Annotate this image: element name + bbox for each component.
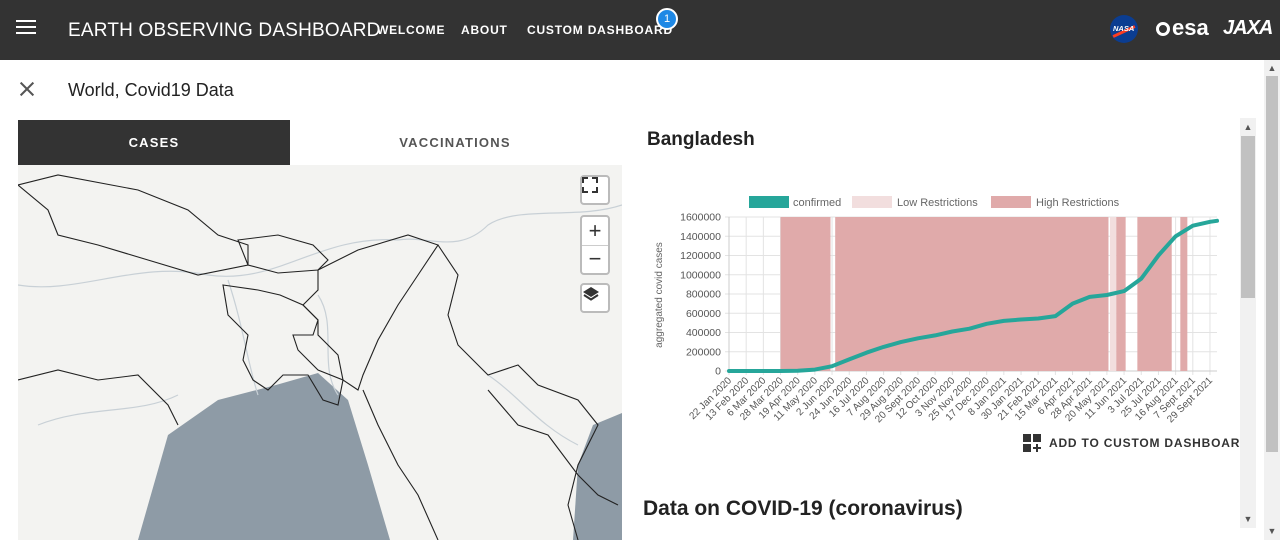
- nasa-logo[interactable]: NASA: [1110, 15, 1138, 43]
- jaxa-logo[interactable]: JAXA: [1223, 17, 1273, 39]
- fullscreen-icon: [582, 177, 598, 193]
- bay-of-bengal: [138, 373, 390, 540]
- northeast-india-border: [302, 234, 439, 391]
- panel-scroll-down-icon[interactable]: ▼: [1243, 514, 1253, 524]
- y-tick-labels: 0 200000 400000 600000 800000 1000000 1200000 1…: [680, 212, 721, 378]
- custom-dashboard-count-badge: 1: [656, 8, 678, 30]
- close-icon[interactable]: [18, 80, 36, 98]
- layers-button[interactable]: [580, 283, 610, 313]
- chart-legend: confirmed Low Restrictions High Restrict…: [749, 196, 1120, 209]
- y-tick-label: 400000: [686, 327, 721, 339]
- tab-cases[interactable]: CASES: [18, 120, 290, 165]
- high-restriction-band: [1137, 217, 1172, 371]
- country-title: Bangladesh: [647, 129, 755, 150]
- high-restriction-band: [780, 217, 831, 371]
- map-canvas: [18, 174, 622, 540]
- y-tick-label: 0: [715, 366, 721, 378]
- layers-icon: [583, 287, 599, 301]
- legend-label-low-restrictions: Low Restrictions: [897, 197, 978, 209]
- zoom-control: + −: [580, 215, 610, 275]
- add-to-custom-dashboard-button[interactable]: ADD TO CUSTOM DASHBOARD: [1023, 434, 1250, 452]
- myanmar-west-border: [362, 389, 439, 540]
- app-bar: EARTH OBSERVING DASHBOARD WELCOME ABOUT …: [0, 0, 1280, 60]
- section-title: Data on COVID-19 (coronavirus): [643, 497, 963, 520]
- india-east-coast: [18, 369, 179, 426]
- y-tick-label: 200000: [686, 346, 721, 358]
- y-axis-label: aggregated covid cases: [654, 242, 665, 348]
- legend-label-high-restrictions: High Restrictions: [1036, 197, 1120, 209]
- nav-custom-dashboard[interactable]: CUSTOM DASHBOARD: [527, 23, 673, 37]
- page-scroll-down-icon[interactable]: ▼: [1267, 526, 1277, 536]
- app-title: EARTH OBSERVING DASHBOARD: [68, 20, 381, 41]
- tab-vaccinations[interactable]: VACCINATIONS: [290, 120, 620, 165]
- legend-swatch-low-restrictions: [852, 196, 892, 208]
- nepal-border: [18, 174, 249, 276]
- hamburger-menu-icon[interactable]: [16, 20, 36, 40]
- y-tick-label: 1200000: [680, 250, 721, 262]
- panel-scroll-up-icon[interactable]: ▲: [1243, 122, 1253, 132]
- nav-welcome[interactable]: WELCOME: [377, 23, 446, 37]
- legend-label-confirmed: confirmed: [793, 197, 841, 209]
- legend-swatch-confirmed: [749, 196, 789, 208]
- high-restriction-band: [1116, 217, 1126, 371]
- page-scroll-up-icon[interactable]: ▲: [1267, 63, 1277, 73]
- nav-about[interactable]: ABOUT: [461, 23, 508, 37]
- sea-coast-east: [573, 413, 622, 540]
- bhutan-border: [237, 234, 329, 274]
- fullscreen-button[interactable]: [580, 175, 610, 205]
- y-tick-label: 600000: [686, 308, 721, 320]
- confirmed-line: [727, 218, 1219, 373]
- panel-title: World, Covid19 Data: [68, 80, 234, 100]
- y-tick-label: 1600000: [680, 212, 721, 224]
- add-to-custom-dashboard-label: ADD TO CUSTOM DASHBOARD: [1049, 436, 1250, 450]
- zoom-in-button[interactable]: +: [588, 218, 602, 243]
- y-tick-label: 1000000: [680, 269, 721, 281]
- zoom-divider: [582, 244, 608, 246]
- map-view[interactable]: + −: [18, 165, 622, 540]
- panel-scrollbar-thumb[interactable]: [1241, 136, 1255, 298]
- legend-swatch-high-restrictions: [991, 196, 1031, 208]
- zoom-out-button[interactable]: −: [588, 246, 602, 272]
- dashboard-add-icon: [1023, 434, 1041, 452]
- confirmed-series: [727, 218, 1219, 373]
- high-restriction-band: [835, 217, 1109, 371]
- esa-logo[interactable]: esa: [1156, 15, 1209, 41]
- myanmar-border: [437, 244, 599, 540]
- laos-border: [487, 389, 619, 506]
- y-tick-label: 800000: [686, 289, 721, 301]
- covid-cases-chart[interactable]: confirmed Low Restrictions High Restrict…: [645, 185, 1235, 440]
- high-restriction-band: [1180, 217, 1188, 371]
- y-tick-label: 1400000: [680, 231, 721, 243]
- page-scrollbar-thumb[interactable]: [1266, 76, 1278, 452]
